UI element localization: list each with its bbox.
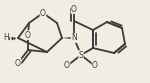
Text: O: O <box>92 62 98 70</box>
Text: O: O <box>15 59 21 67</box>
Polygon shape <box>62 37 74 39</box>
Text: O: O <box>25 30 31 40</box>
Text: O: O <box>64 62 70 70</box>
Text: H: H <box>3 34 9 42</box>
Text: O: O <box>40 8 46 18</box>
Text: S: S <box>79 50 83 60</box>
Text: N: N <box>71 34 77 42</box>
Text: O: O <box>71 4 77 14</box>
